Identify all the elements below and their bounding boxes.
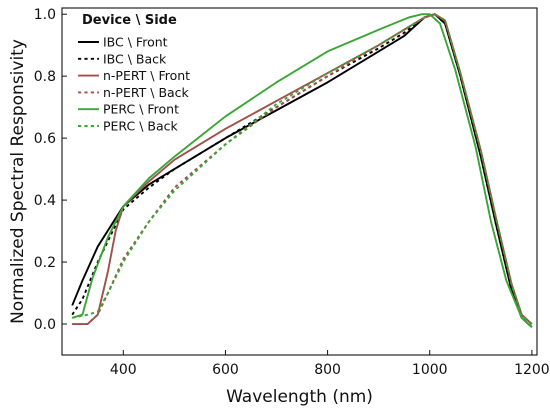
y-tick-label-0: 0.0 [34,317,56,333]
y-tick-label-1: 0.2 [34,255,56,271]
y-tick-label-2: 0.4 [34,193,56,209]
legend-label-0: IBC \ Front [103,35,168,50]
y-axis-title: Normalized Spectral Responsivity [8,39,28,324]
series-line-5 [72,13,533,325]
x-tick-label-0: 400 [110,362,137,378]
series-line-1 [71,13,533,328]
x-tick-label-4: 1200 [514,362,550,378]
x-axis-title: Wavelength (nm) [226,387,373,407]
x-tick-label-3: 1000 [412,362,448,378]
x-tick-label-1: 600 [212,362,239,378]
x-tick-label-2: 800 [314,362,341,378]
plot-frame [61,7,538,356]
legend-label-1: IBC \ Back [103,51,167,66]
plot-area [71,13,533,328]
legend-title: Device \ Side [82,13,177,28]
y-tick-label-4: 0.8 [34,69,56,85]
axis-ticks: 400 600 800 1000 1200 0.0 0.2 0.4 0.6 0.8 1.0 [34,7,550,378]
y-tick-label-5: 1.0 [34,7,56,23]
series-line-4 [71,13,533,328]
axes-frame [61,7,538,356]
legend-label-5: PERC \ Back [103,119,178,134]
legend-label-4: PERC \ Front [103,102,179,117]
legend-label-2: n-PERT \ Front [103,68,190,83]
legend-label-3: n-PERT \ Back [103,85,190,100]
y-tick-label-3: 0.6 [34,131,56,147]
